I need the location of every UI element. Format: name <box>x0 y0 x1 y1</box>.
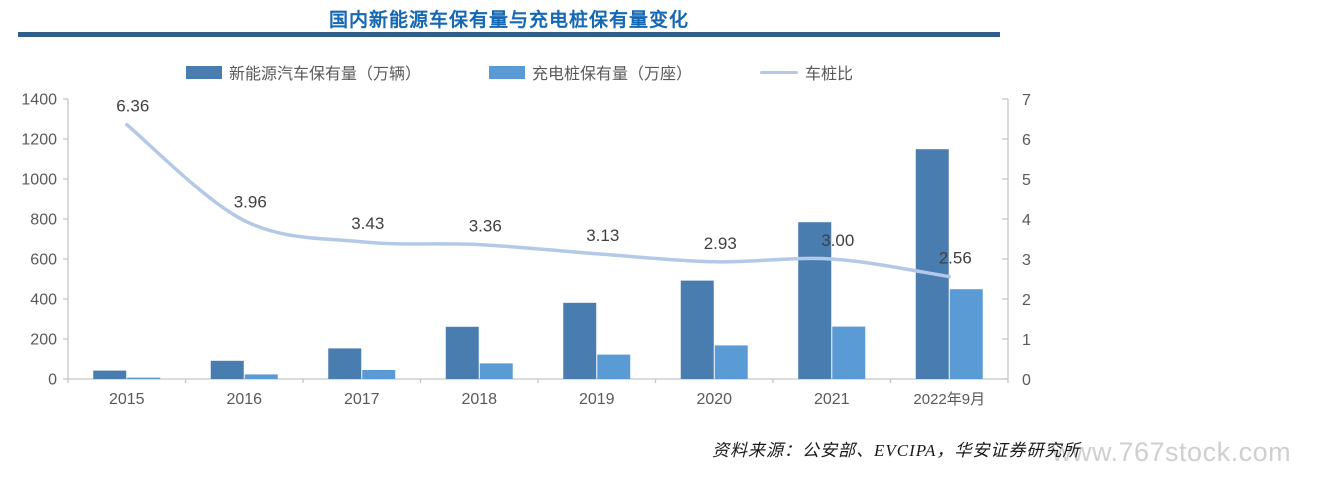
left-axis-tick-label: 1400 <box>21 92 57 109</box>
legend-item-pile: 充电桩保有量（万座） <box>489 60 692 84</box>
bar-pile-2018 <box>479 363 513 379</box>
ratio-data-label: 3.36 <box>469 217 502 236</box>
chart-legend: 新能源汽车保有量（万辆） 充电桩保有量（万座） 车桩比 <box>186 60 853 84</box>
left-axis-tick-label: 800 <box>30 212 57 229</box>
bar-nev-2018 <box>445 326 479 379</box>
ratio-data-label: 3.00 <box>821 231 854 250</box>
right-axis-tick-label: 5 <box>1022 172 1031 189</box>
x-axis-category-label: 2016 <box>226 391 262 408</box>
x-axis-category-label: 2015 <box>109 391 145 408</box>
left-axis-tick-label: 400 <box>30 292 57 309</box>
legend-label-nev: 新能源汽车保有量（万辆） <box>229 66 422 83</box>
ratio-data-label: 6.36 <box>116 97 149 116</box>
ratio-line-swatch-icon <box>760 70 799 74</box>
bar-pile-2021 <box>832 326 866 379</box>
watermark: www.767stock.com <box>1052 437 1292 467</box>
bar-pile-2019 <box>597 354 631 379</box>
bar-nev-2019 <box>563 302 597 379</box>
bar-pile-2020 <box>714 345 748 379</box>
ratio-data-label: 3.43 <box>351 214 384 233</box>
right-axis-tick-label: 7 <box>1022 92 1031 109</box>
legend-label-pile: 充电桩保有量（万座） <box>532 66 693 83</box>
ratio-data-label: 3.13 <box>586 226 619 245</box>
left-axis-tick-label: 1200 <box>21 132 57 149</box>
bar-nev-2021 <box>798 222 832 379</box>
right-axis-tick-label: 0 <box>1022 372 1031 389</box>
legend-item-nev: 新能源汽车保有量（万辆） <box>186 60 421 84</box>
left-axis-tick-label: 1000 <box>21 172 57 189</box>
bar-nev-2016 <box>210 360 244 379</box>
bar-pile-2015 <box>127 377 161 379</box>
left-axis-tick-label: 600 <box>30 252 57 269</box>
ratio-data-label: 3.96 <box>234 193 267 212</box>
right-axis-tick-label: 4 <box>1022 212 1031 229</box>
nev-bar-swatch-icon <box>186 65 222 79</box>
bar-pile-2017 <box>362 370 396 379</box>
bar-nev-2015 <box>93 370 127 379</box>
x-axis-category-label: 2021 <box>814 391 850 408</box>
bar-nev-2017 <box>328 348 362 379</box>
left-axis-tick-label: 200 <box>30 332 57 349</box>
x-axis-category-label: 2018 <box>461 391 497 408</box>
right-axis-tick-label: 6 <box>1022 132 1031 149</box>
title-divider-rule <box>18 32 1000 37</box>
ratio-line <box>125 122 951 279</box>
right-axis-tick-label: 1 <box>1022 332 1031 349</box>
legend-label-ratio: 车桩比 <box>805 66 854 83</box>
bar-pile-2016 <box>244 374 278 379</box>
right-axis-tick-label: 3 <box>1022 252 1031 269</box>
pile-bar-swatch-icon <box>489 65 526 79</box>
chart-title: 国内新能源车保有量与充电桩保有量变化 <box>328 10 689 31</box>
right-axis-tick-label: 2 <box>1022 292 1031 309</box>
bar-nev-2022年9月 <box>915 149 949 379</box>
bar-pile-2022年9月 <box>949 289 983 379</box>
left-axis-tick-label: 0 <box>48 372 57 389</box>
bar-nev-2020 <box>680 280 714 379</box>
x-axis-category-label: 2019 <box>579 391 615 408</box>
legend-item-ratio: 车桩比 <box>760 60 853 84</box>
x-axis-category-label: 2017 <box>344 391 380 408</box>
ratio-data-label: 2.93 <box>704 234 737 253</box>
x-axis-category-label: 2020 <box>696 391 732 408</box>
source-note: 资料来源：公安部、EVCIPA，华安证券研究所 <box>712 441 1081 460</box>
x-axis-category-label: 2022年9月 <box>913 391 985 408</box>
ratio-data-label: 2.56 <box>939 249 972 268</box>
